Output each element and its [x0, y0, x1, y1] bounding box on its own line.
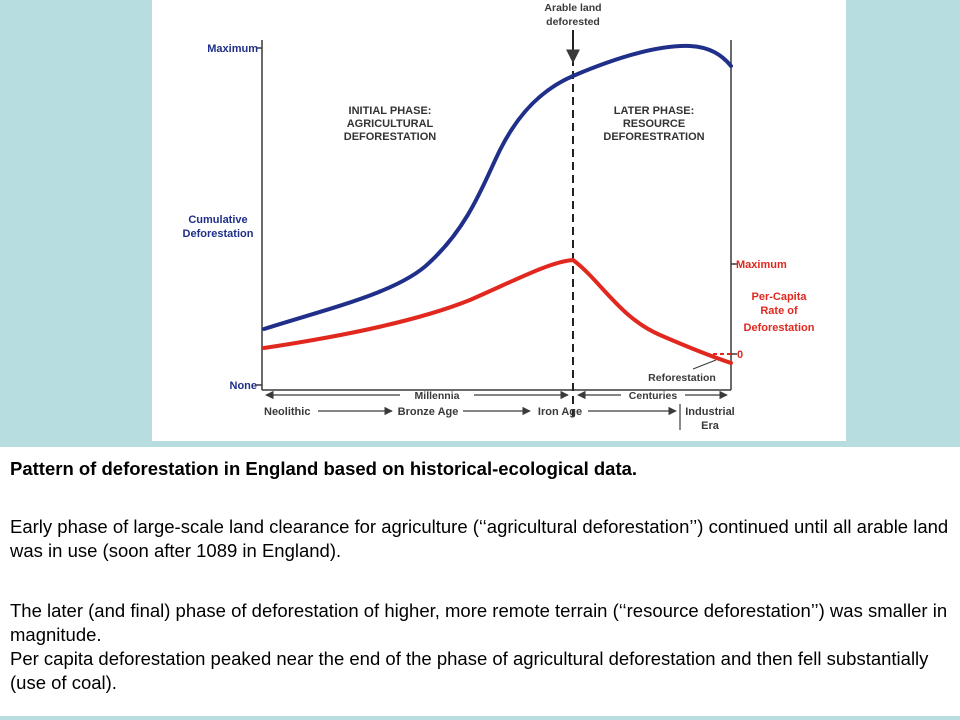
centuries-label: Centuries — [629, 390, 678, 402]
right-zero-label: 0 — [737, 349, 743, 361]
era-industrial-line2: Era — [701, 420, 720, 432]
per-capita-rate-curve — [262, 257, 733, 365]
reforestation-pointer — [692, 359, 717, 370]
left-mid-label-line2: Deforestation — [183, 228, 254, 240]
arable-land-label-line1: Arable land — [544, 2, 601, 14]
deforestation-diagram: Arable land deforested Maximum Cumulativ… — [183, 2, 815, 432]
later-phase-line3: DEFORESTRATION — [603, 131, 704, 143]
initial-phase-line3: DEFORESTATION — [344, 131, 437, 143]
caption-paragraph-2: The later (and final) phase of deforesta… — [10, 600, 948, 645]
right-series-line1: Per-Capita — [751, 291, 807, 303]
later-phase-line2: RESOURCE — [623, 118, 685, 130]
right-max-label: Maximum — [736, 259, 787, 271]
cumulative-deforestation-curve — [262, 43, 733, 331]
caption-paragraph-3: Per capita deforestation peaked near the… — [10, 648, 929, 693]
left-max-label: Maximum — [207, 43, 258, 55]
era-neolithic: Neolithic — [264, 406, 310, 418]
initial-phase-line1: INITIAL PHASE: — [349, 105, 432, 117]
initial-phase-line2: AGRICULTURAL — [347, 118, 434, 130]
bottom-strip — [0, 716, 960, 720]
right-series-line2: Rate of — [760, 305, 798, 317]
figure-panel: Arable land deforested Maximum Cumulativ… — [152, 0, 846, 441]
caption-paragraph-1: Early phase of large-scale land clearanc… — [10, 516, 949, 561]
era-iron-age: Iron Age — [538, 406, 582, 418]
left-none-label: None — [230, 380, 258, 392]
left-mid-label-line1: Cumulative — [188, 214, 247, 226]
later-phase-line1: LATER PHASE: — [614, 105, 694, 117]
millennia-label: Millennia — [415, 390, 460, 402]
era-bronze-age: Bronze Age — [398, 406, 459, 418]
caption-panel: Pattern of deforestation in England base… — [0, 447, 960, 716]
reforestation-label: Reforestation — [648, 372, 716, 384]
right-series-line3: Deforestation — [744, 322, 815, 334]
arable-land-label-line2: deforested — [546, 16, 600, 28]
caption-title: Pattern of deforestation in England base… — [10, 458, 638, 479]
era-industrial-line1: Industrial — [685, 406, 735, 418]
